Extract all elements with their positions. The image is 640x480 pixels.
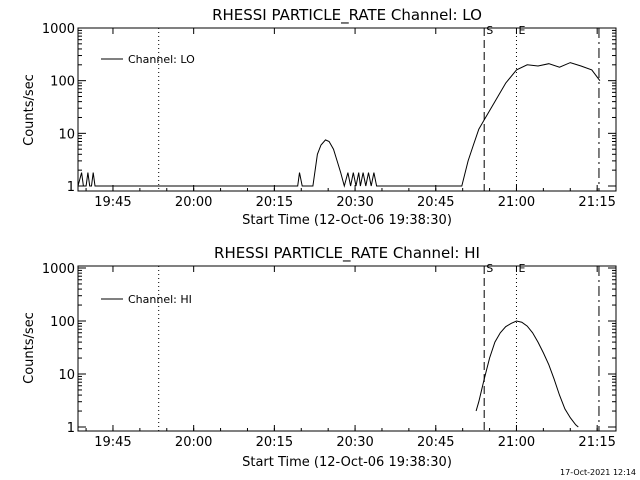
legend-label-hi: Channel: HI (128, 293, 192, 306)
x-ticks-hi: 19:45 20:00 20:15 20:30 20:45 21:00 21:15 (85, 266, 616, 450)
hi-channel-panel: RHESSI PARTICLE_RATE Channel: HI Counts/… (22, 244, 617, 470)
xlabel-lo: Start Time (12-Oct-06 19:38:30) (242, 213, 452, 228)
event-marker-label-hi-2: E (518, 262, 525, 275)
x-ticks-lo: 19:45 20:00 20:15 20:30 20:45 21:00 21:15 (85, 28, 616, 210)
legend-lo: Channel: LO (101, 53, 195, 66)
y-ticks-hi: 1 10 100 1000 (42, 262, 616, 436)
y-tick-label-hi-1: 10 (58, 368, 75, 383)
y-tick-label-hi-2: 100 (50, 315, 75, 330)
x-tick-label-lo-1: 20:00 (175, 195, 212, 210)
event-marker-label-lo-1: S (486, 24, 493, 37)
x-tick-label-hi-1: 20:00 (175, 435, 212, 450)
x-tick-label-lo-5: 21:00 (498, 195, 535, 210)
y-tick-label-lo-3: 1000 (42, 22, 75, 37)
x-tick-label-lo-6: 21:15 (578, 195, 615, 210)
x-tick-label-hi-2: 20:15 (256, 435, 293, 450)
x-tick-label-lo-0: 19:45 (94, 195, 131, 210)
series-line-hi-0 (475, 320, 579, 428)
plot-frame-lo (77, 27, 617, 192)
x-tick-label-hi-5: 21:00 (498, 435, 535, 450)
ylabel-hi: Counts/sec (22, 312, 37, 384)
event-marker-label-lo-2: E (518, 24, 525, 37)
xlabel-hi: Start Time (12-Oct-06 19:38:30) (242, 455, 452, 470)
ylabel-lo: Counts/sec (22, 74, 37, 146)
y-tick-label-lo-2: 100 (50, 75, 75, 90)
footer-timestamp: 17-Oct-2021 12:14 (560, 468, 636, 477)
x-tick-label-hi-0: 19:45 (94, 435, 131, 450)
y-tick-label-lo-0: 1 (67, 180, 75, 195)
y-ticks-lo: 1 10 100 1000 (42, 22, 616, 195)
x-tick-label-hi-4: 20:45 (417, 435, 454, 450)
x-tick-label-lo-3: 20:30 (336, 195, 373, 210)
series-hi (475, 320, 579, 428)
x-tick-label-hi-3: 20:30 (336, 435, 373, 450)
chart-title-lo: RHESSI PARTICLE_RATE Channel: LO (212, 6, 482, 25)
lo-channel-panel: RHESSI PARTICLE_RATE Channel: LO Counts/… (22, 6, 617, 228)
legend-hi: Channel: HI (101, 293, 192, 306)
legend-label-lo: Channel: LO (128, 53, 195, 66)
y-tick-label-hi-3: 1000 (42, 262, 75, 277)
x-tick-label-lo-2: 20:15 (256, 195, 293, 210)
x-tick-label-lo-4: 20:45 (417, 195, 454, 210)
y-tick-label-hi-0: 1 (67, 421, 75, 436)
series-line-lo-0 (77, 62, 601, 188)
series-lo (77, 62, 601, 188)
y-tick-label-lo-1: 10 (58, 127, 75, 142)
chart-title-hi: RHESSI PARTICLE_RATE Channel: HI (214, 244, 480, 263)
x-tick-label-hi-6: 21:15 (578, 435, 615, 450)
event-marker-label-hi-1: S (486, 262, 493, 275)
